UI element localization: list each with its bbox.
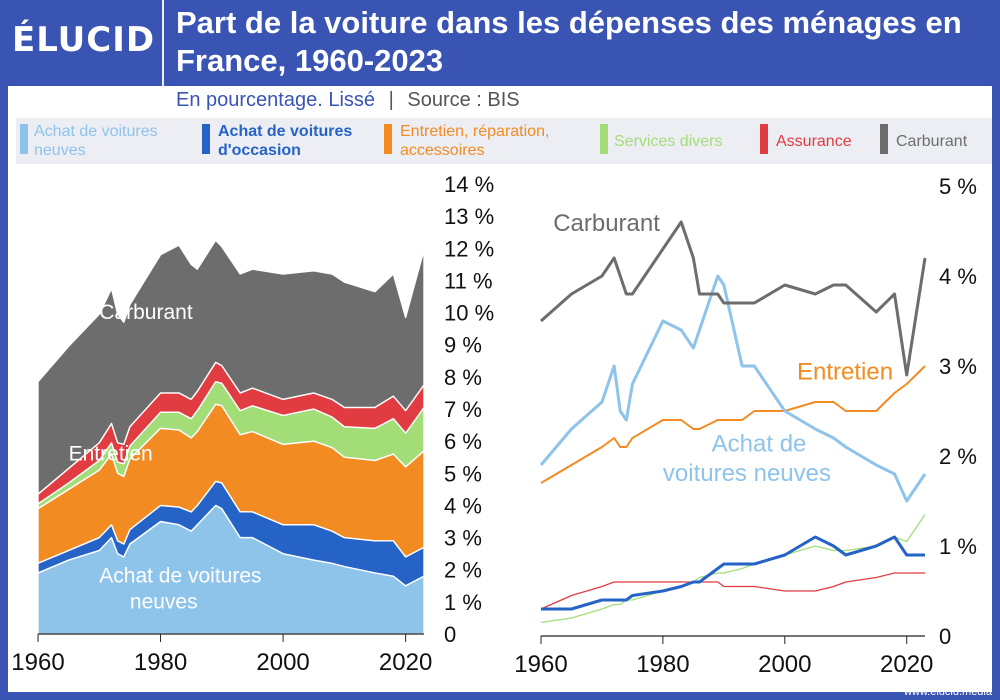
subtitle-separator: |: [388, 89, 394, 111]
left-y-tick-label: 3 %: [444, 526, 482, 551]
right-y-tick-label: 3 %: [939, 354, 977, 379]
legend-label-line1: Entretien, réparation,: [400, 123, 550, 140]
subtitle-main: En pourcentage. Lissé: [176, 89, 376, 111]
left-y-tick-label: 6 %: [444, 429, 482, 454]
legend-label-line1: Assurance: [776, 133, 852, 150]
left-y-tick-label: 4 %: [444, 493, 482, 518]
subtitle-source: Source : BIS: [407, 89, 520, 111]
line-series-4: [540, 572, 925, 610]
left-x-tick-label: 1960: [11, 649, 64, 676]
legend-item-neuves: Achat de voitures neuves: [34, 122, 158, 160]
left-annotation: neuves: [130, 590, 198, 613]
legend-swatch-assurance: [760, 124, 768, 154]
left-annotation: Carburant: [99, 301, 193, 324]
header-divider: [162, 0, 164, 86]
left-y-tick-label: 5 %: [444, 461, 482, 486]
chart-subtitle: En pourcentage. Lissé | Source : BIS: [176, 89, 520, 112]
left-annotation: Achat de voitures: [99, 565, 261, 588]
line-series-2: [540, 365, 926, 484]
left-y-tick-label: 1 %: [444, 590, 482, 615]
left-y-tick-label: 10 %: [444, 301, 494, 326]
header: ÉLUCID Part de la voiture dans les dépen…: [0, 0, 1000, 86]
legend-label-line1: Achat de voitures: [34, 123, 158, 140]
right-y-tick-label: 4 %: [939, 264, 977, 289]
legend-item-occasion: Achat de voitures d'occasion: [218, 122, 352, 160]
line-series-1: [541, 535, 925, 611]
right-y-tick-label: 5 %: [939, 174, 977, 199]
legend-label-line1: Services divers: [614, 133, 723, 150]
right-x-tick-label: 2000: [758, 651, 811, 678]
left-y-tick-label: 11 %: [444, 268, 493, 293]
left-x-tick-label: 2000: [256, 649, 309, 676]
right-x-tick-label: 2020: [880, 651, 933, 678]
left-y-tick-label: 0: [444, 622, 456, 647]
left-y-tick-label: 9 %: [444, 333, 482, 358]
left-x-tick-label: 1980: [134, 649, 187, 676]
right-annotation: voitures neuves: [663, 460, 831, 487]
footer-url[interactable]: www.elucid.media: [903, 686, 992, 698]
legend-item-entretien: Entretien, réparation, accessoires: [400, 122, 549, 160]
left-annotation: Entretien: [69, 442, 153, 465]
legend-swatch-occasion: [202, 124, 210, 154]
left-y-tick-label: 13 %: [444, 204, 494, 229]
right-y-tick-label: 2 %: [939, 444, 977, 469]
legend-swatch-carburant: [880, 124, 888, 154]
right-y-tick-label: 0: [939, 624, 951, 649]
legend-label-line2: accessoires: [400, 142, 485, 159]
stacked-area-group: [37, 239, 425, 635]
left-y-tick-label: 12 %: [444, 236, 494, 261]
right-x-tick-label: 1980: [636, 651, 689, 678]
legend-label-line1: Carburant: [896, 133, 968, 150]
left-y-tick-label: 14 %: [444, 172, 494, 197]
legend-swatch-entretien: [384, 124, 392, 154]
line-series-0: [539, 274, 927, 503]
right-annotation: Carburant: [553, 210, 660, 237]
legend-label-line2: neuves: [34, 142, 86, 159]
chart-title: Part de la voiture dans les dépenses des…: [176, 5, 962, 78]
legend-swatch-neuves: [20, 124, 28, 154]
right-y-tick-label: 1 %: [939, 534, 977, 559]
left-y-tick-label: 2 %: [444, 558, 482, 583]
right-annotation: Entretien: [797, 359, 893, 386]
legend: Achat de voitures neuves Achat de voitur…: [16, 118, 992, 164]
legend-item-services: Services divers: [614, 132, 722, 151]
legend-label-line2: d'occasion: [218, 142, 301, 159]
line-series-3: [540, 514, 926, 624]
legend-swatch-services: [600, 124, 608, 154]
legend-item-carburant: Carburant: [896, 132, 967, 151]
right-x-tick-label: 1960: [514, 651, 567, 678]
area-5: [37, 239, 425, 495]
right-annotation: Achat de: [712, 431, 807, 458]
left-y-tick-label: 8 %: [444, 365, 482, 390]
line-series-5: [540, 220, 927, 377]
elucid-logo[interactable]: ÉLUCID: [12, 20, 156, 60]
left-y-tick-label: 7 %: [444, 397, 482, 422]
legend-label-line1: Achat de voitures: [218, 123, 353, 140]
left-x-tick-label: 2020: [379, 649, 432, 676]
legend-item-assurance: Assurance: [776, 132, 852, 151]
